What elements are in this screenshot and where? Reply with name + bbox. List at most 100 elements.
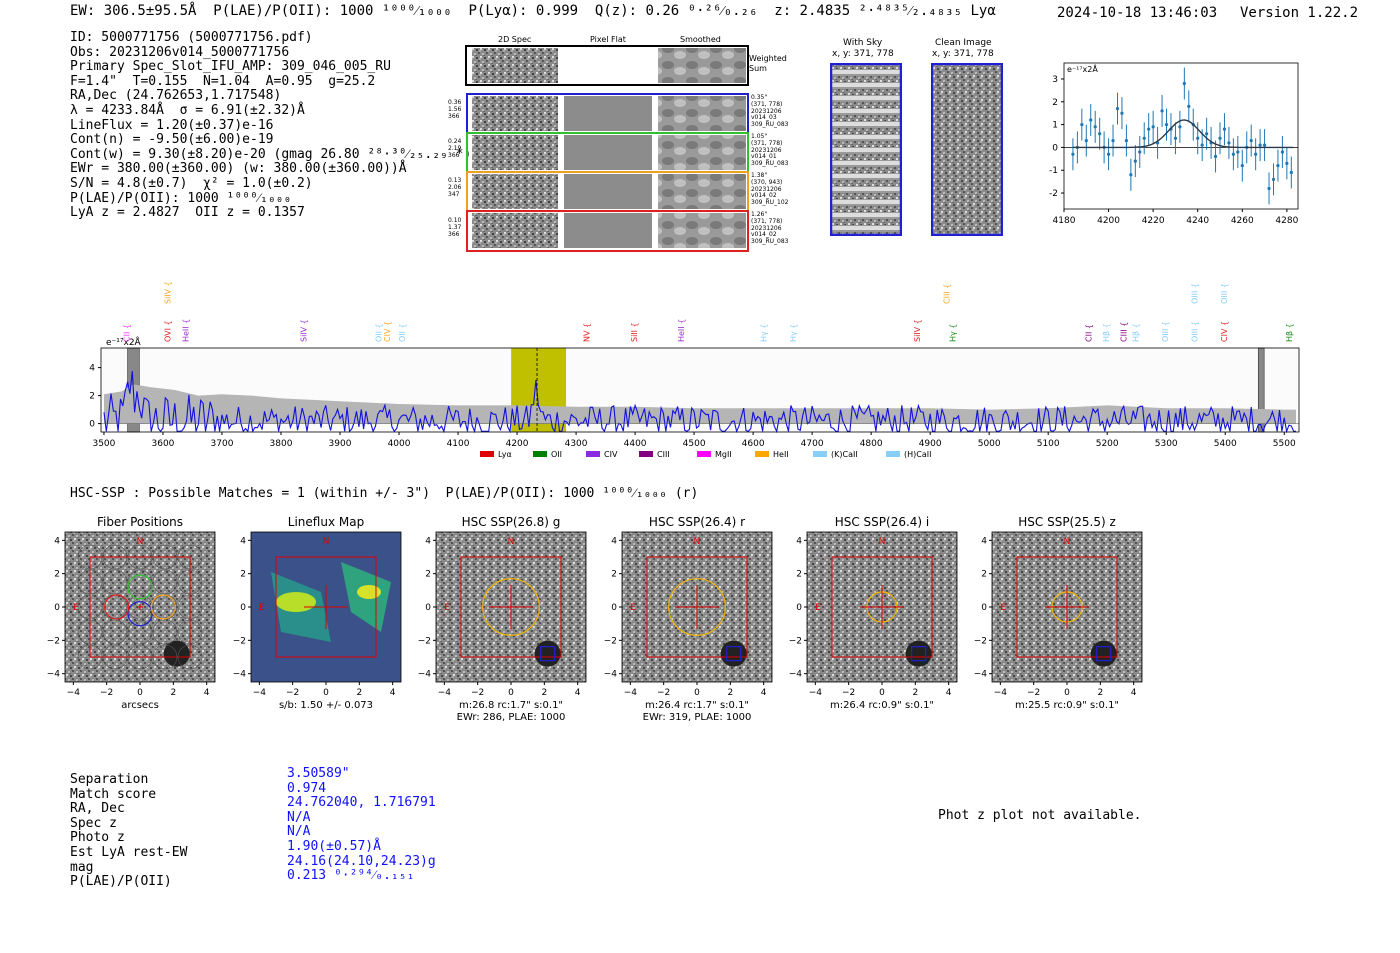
panel-xtick-label: 2	[727, 688, 733, 698]
panel-xtick-label: 4	[1131, 688, 1137, 698]
panel-xtick-label: −2	[657, 688, 670, 698]
line-marker-label: OVI {	[164, 320, 173, 342]
fit-point	[1089, 118, 1093, 122]
line-marker-label: OIII {	[1161, 321, 1170, 342]
fit-point	[1120, 111, 1124, 115]
row3-left-label: 0.13 2.06 347	[448, 177, 462, 198]
panel-caption: m:25.5 rc:0.9" s:0.1"	[1015, 700, 1119, 711]
panel-ytick-label: 0	[425, 603, 431, 613]
spec-xtick-label: 5200	[1096, 439, 1119, 449]
aperture-box	[89, 556, 191, 658]
panel-xtick-label: 2	[170, 688, 176, 698]
line-marker-label: OIII {	[1191, 283, 1200, 304]
fit-point	[1098, 132, 1102, 136]
ring-aperture	[668, 578, 726, 636]
panel-ytick-label: 4	[54, 536, 60, 546]
panel-caption: s/b: 1.50 +/- 0.073	[279, 700, 373, 711]
aperture-box	[275, 556, 377, 658]
fit-ytick-label: -1	[1049, 166, 1058, 176]
panel-ytick-label: 4	[611, 536, 617, 546]
east-label: E	[73, 603, 79, 613]
fit-point	[1218, 136, 1222, 140]
east-label: E	[815, 603, 821, 613]
cutout-strip	[465, 45, 749, 252]
fit-point	[1080, 122, 1084, 127]
fit-point	[1213, 154, 1218, 159]
panel-ytick-label: −4	[418, 670, 432, 680]
panel-ytick-label: 2	[981, 570, 987, 580]
east-label: E	[1000, 603, 1006, 613]
fit-point	[1240, 164, 1244, 168]
line-marker-label: Hγ {	[789, 324, 798, 342]
spec-xtick-label: 4500	[683, 439, 706, 449]
fit-point	[1133, 159, 1137, 163]
spec-xtick-label: 5500	[1273, 439, 1296, 449]
info-params: F=1.4" T=0.155 N=1.04 A=0.95 g=25.2	[70, 73, 376, 89]
match-box	[540, 646, 556, 662]
info-ewr: EWr = 380.00(±360.00) (w: 380.00(±360.00…	[70, 161, 407, 177]
bright-source	[720, 640, 747, 667]
legend-swatch	[533, 451, 547, 457]
fiber-circle	[177, 569, 203, 595]
legend-label: (K)CaII	[831, 450, 858, 459]
fiber-circle	[177, 619, 203, 645]
label-separation: Separation	[70, 772, 149, 787]
panel-ytick-label: 2	[796, 570, 802, 580]
panel-xtick-label: −2	[842, 688, 855, 698]
spec-xtick-label: 5400	[1214, 439, 1237, 449]
fit-xtick-label: 4180	[1053, 216, 1076, 226]
fit-xtick-label: 4260	[1231, 216, 1254, 226]
fit-ytick-label: 0	[1052, 143, 1058, 153]
fiber-circle	[77, 569, 103, 595]
fit-plot-frame	[1063, 62, 1299, 210]
value-separation: 3.50589"	[287, 766, 350, 781]
aperture-box	[646, 556, 748, 658]
line-fit-plot: e⁻¹⁷x2Å 4180 4200 4220 4240 4260 4280 -2 -1 0 1 2 3	[1049, 62, 1299, 226]
fit-point	[1227, 141, 1231, 145]
label-plae: P(LAE)/P(OII)	[70, 874, 172, 890]
fiber-circle	[152, 569, 178, 595]
panel-ytick-label: 0	[981, 603, 987, 613]
spec-xtick-label: 3800	[270, 439, 293, 449]
panel-xtick-label: −2	[1027, 688, 1040, 698]
panel-ytick-label: 0	[54, 603, 60, 613]
value-est-lya-ew: 1.90(±0.57)Å	[287, 838, 381, 854]
panel-xtick-label: 2	[912, 688, 918, 698]
fiber-circle	[127, 619, 153, 645]
north-label: N	[137, 537, 144, 547]
fit-units-label: e⁻¹⁷x2Å	[1067, 63, 1098, 74]
fiber-highlight	[150, 594, 176, 620]
detection-info: ID: 5000771756 (5000771756.pdf) Obs: 202…	[70, 30, 471, 221]
panel-xtick-label: −4	[809, 688, 823, 698]
fiber-circle	[77, 619, 103, 645]
panel-ytick-label: −2	[604, 636, 617, 646]
spec-xtick-label: 4800	[860, 439, 883, 449]
panel-xtick-label: −2	[471, 688, 484, 698]
info-lambda: λ = 4233.84Å σ = 6.91(±2.32)Å	[70, 102, 305, 118]
fiber-circle	[127, 594, 153, 620]
label-est-lya-ew: Est LyA rest-EW	[70, 844, 188, 860]
spec-xtick-label: 4100	[447, 439, 470, 449]
fit-point	[1258, 143, 1262, 147]
row2-right-label: 1.05" (371, 778) 20231206 v014_01 309_RU_083	[751, 133, 789, 168]
value-photo-z: N/A	[287, 824, 311, 840]
fiber-circle	[152, 619, 178, 645]
spec-xtick-label: 4400	[624, 439, 647, 449]
spec-xtick-label: 4000	[388, 439, 411, 449]
panel-caption: EWr: 319, PLAE: 1000	[643, 712, 752, 723]
fit-point	[1280, 150, 1284, 154]
panel-xtick-label: −4	[253, 688, 267, 698]
east-label: E	[259, 603, 265, 613]
panel-xtick-label: 4	[390, 688, 396, 698]
panel-title: HSC SSP(26.4) r	[649, 515, 745, 529]
weighted-2dspec	[472, 48, 558, 83]
fiber-row-3	[466, 171, 749, 212]
panel-xtick-label: 0	[508, 688, 514, 698]
spec-xtick-label: 3600	[152, 439, 175, 449]
panel-xtick-label: −2	[286, 688, 299, 698]
with-sky-coords: x, y: 371, 778	[832, 49, 894, 59]
col-title-pixelflat: Pixel Flat	[590, 35, 626, 44]
lineflux-peak-2	[357, 585, 381, 599]
spec-units-label: e⁻¹⁷x2Å	[106, 336, 142, 348]
line-marker-label: SiIV {	[299, 319, 308, 342]
